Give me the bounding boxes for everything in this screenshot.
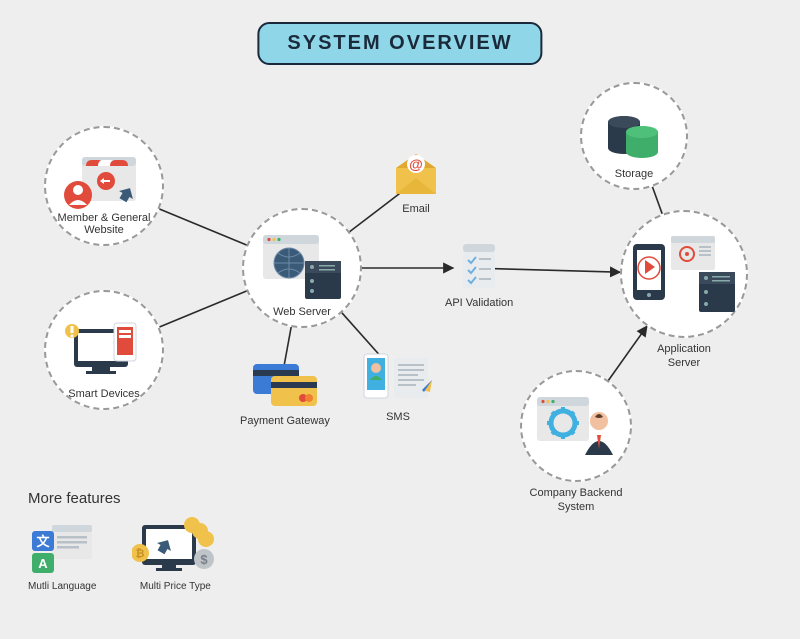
more-features-section: More features 文 A Mutli Language: [28, 490, 218, 592]
node-label: API Validation: [445, 296, 513, 310]
feature-label: Mutli Language: [28, 581, 96, 592]
smart-devices-icon: [62, 317, 146, 383]
feature-multi-language: 文 A Mutli Language: [28, 519, 96, 592]
node-smart-devices: Smart Devices: [44, 290, 164, 410]
page-title: SYSTEM OVERVIEW: [257, 22, 542, 65]
svg-text:$: $: [201, 552, 209, 567]
company-backend-icon: [533, 391, 619, 461]
node-label: Member & GeneralWebsite: [46, 212, 162, 236]
more-features-title: More features: [28, 490, 218, 507]
node-label: Smart Devices: [46, 388, 162, 400]
app-server-icon: [629, 232, 739, 316]
sms-icon: [360, 350, 436, 406]
node-company-backend: Company BackendSystem: [520, 370, 632, 515]
node-label: Email: [402, 202, 430, 216]
payment-icon: [249, 360, 321, 410]
svg-text:₿: ₿: [136, 548, 145, 560]
node-label: Web Server: [244, 306, 360, 318]
svg-text:文: 文: [37, 534, 51, 549]
node-payment: Payment Gateway: [240, 360, 330, 428]
node-sms: SMS: [360, 350, 436, 424]
node-label: Company BackendSystem: [530, 486, 623, 515]
web-server-icon: [257, 231, 347, 305]
node-email: @ Email: [390, 150, 442, 216]
api-validation-icon: [459, 240, 499, 292]
node-app-server: ApplicationServer: [620, 210, 748, 371]
multi-price-icon: ₿ $: [132, 515, 218, 575]
storage-icon: [604, 110, 664, 162]
svg-text:@: @: [409, 156, 423, 172]
node-api-validation: API Validation: [445, 240, 513, 310]
email-icon: @: [390, 150, 442, 198]
node-label: ApplicationServer: [657, 342, 711, 371]
node-member-website: Member & GeneralWebsite: [44, 126, 164, 246]
node-label: Payment Gateway: [240, 414, 330, 428]
node-label: Storage: [582, 168, 686, 180]
node-web-server: Web Server: [242, 208, 362, 328]
multi-language-icon: 文 A: [30, 523, 94, 575]
feature-label: Multi Price Type: [140, 581, 211, 592]
node-label: SMS: [386, 410, 410, 424]
node-storage: Storage: [580, 82, 688, 190]
feature-multi-price: ₿ $ Multi Price Type: [132, 519, 218, 592]
website-icon: [64, 151, 144, 221]
svg-text:A: A: [38, 556, 48, 571]
